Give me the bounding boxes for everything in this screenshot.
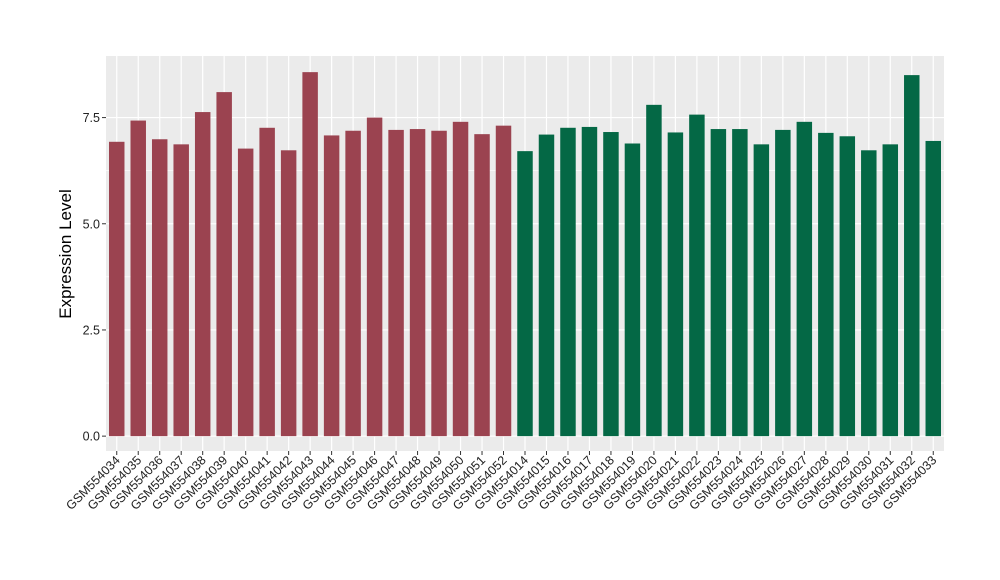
bar-GSM554023 (710, 129, 727, 437)
bar-GSM554034 (109, 141, 125, 437)
bar-GSM554033 (925, 140, 941, 437)
bar-GSM554027 (796, 121, 813, 437)
bar-GSM554022 (689, 114, 705, 437)
bar-GSM554032 (904, 75, 920, 437)
bar-GSM554048 (409, 129, 426, 437)
bars (109, 72, 941, 437)
bar-GSM554041 (259, 127, 275, 437)
bar-GSM554042 (280, 150, 297, 437)
y-axis-title: Expression Level (56, 189, 75, 318)
bar-GSM554047 (388, 129, 404, 437)
bar-GSM554020 (646, 104, 662, 437)
bar-GSM554025 (753, 144, 770, 437)
bar-GSM554029 (839, 136, 856, 437)
bar-GSM554021 (667, 132, 684, 437)
bar-GSM554051 (474, 134, 490, 437)
bar-GSM554036 (151, 139, 168, 437)
bar-GSM554045 (345, 130, 361, 437)
y-tick-label: 7.5 (83, 111, 100, 125)
y-tick-label: 5.0 (83, 217, 100, 231)
bar-GSM554030 (861, 150, 877, 437)
bar-GSM554052 (495, 125, 512, 437)
bar-GSM554019 (624, 143, 641, 437)
y-tick-label: 0.0 (83, 430, 100, 444)
y-tick-label: 2.5 (83, 323, 100, 337)
bar-GSM554037 (173, 144, 189, 437)
x-axis: GSM554034GSM554035GSM554036GSM554037GSM5… (63, 451, 939, 513)
bar-GSM554035 (130, 120, 146, 437)
bar-GSM554028 (818, 132, 834, 437)
bar-GSM554026 (775, 129, 791, 437)
bar-GSM554031 (882, 144, 899, 437)
bar-GSM554015 (538, 134, 555, 437)
bar-GSM554049 (431, 130, 447, 437)
bar-GSM554018 (603, 132, 619, 437)
bar-GSM554046 (366, 117, 383, 437)
bar-GSM554043 (302, 72, 318, 437)
bar-GSM554038 (194, 112, 211, 437)
bar-GSM554014 (517, 151, 533, 437)
bar-GSM554016 (560, 127, 576, 437)
bar-GSM554039 (216, 92, 232, 437)
bar-GSM554017 (581, 126, 598, 437)
y-axis: 0.0 2.5 5.0 7.5 (83, 111, 106, 444)
bar-GSM554044 (323, 135, 340, 437)
bar-GSM554050 (452, 121, 469, 437)
bar-GSM554024 (732, 129, 748, 437)
bar-GSM554040 (237, 148, 254, 437)
